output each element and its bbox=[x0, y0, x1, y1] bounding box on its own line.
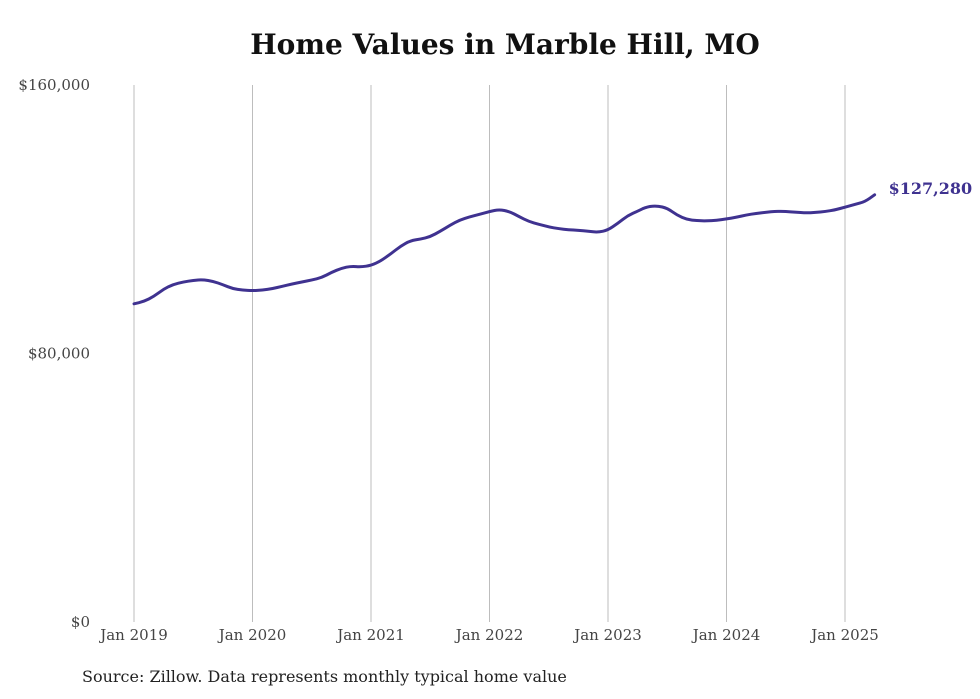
x-tick-label: Jan 2019 bbox=[98, 626, 168, 644]
series-line bbox=[132, 193, 877, 306]
end-value-label: $127,280 bbox=[889, 179, 973, 198]
source-note: Source: Zillow. Data represents monthly … bbox=[82, 667, 567, 686]
chart-title: Home Values in Marble Hill, MO bbox=[250, 28, 760, 61]
x-tick-label: Jan 2023 bbox=[572, 626, 642, 644]
x-tick-label: Jan 2020 bbox=[217, 626, 287, 644]
y-tick-label: $0 bbox=[71, 613, 90, 631]
x-tick-label: Jan 2022 bbox=[454, 626, 524, 644]
x-tick-label: Jan 2025 bbox=[809, 626, 879, 644]
x-tick-label: Jan 2021 bbox=[335, 626, 405, 644]
y-tick-label: $80,000 bbox=[28, 345, 90, 363]
x-tick-label: Jan 2024 bbox=[691, 626, 761, 644]
y-tick-label: $160,000 bbox=[18, 76, 90, 94]
